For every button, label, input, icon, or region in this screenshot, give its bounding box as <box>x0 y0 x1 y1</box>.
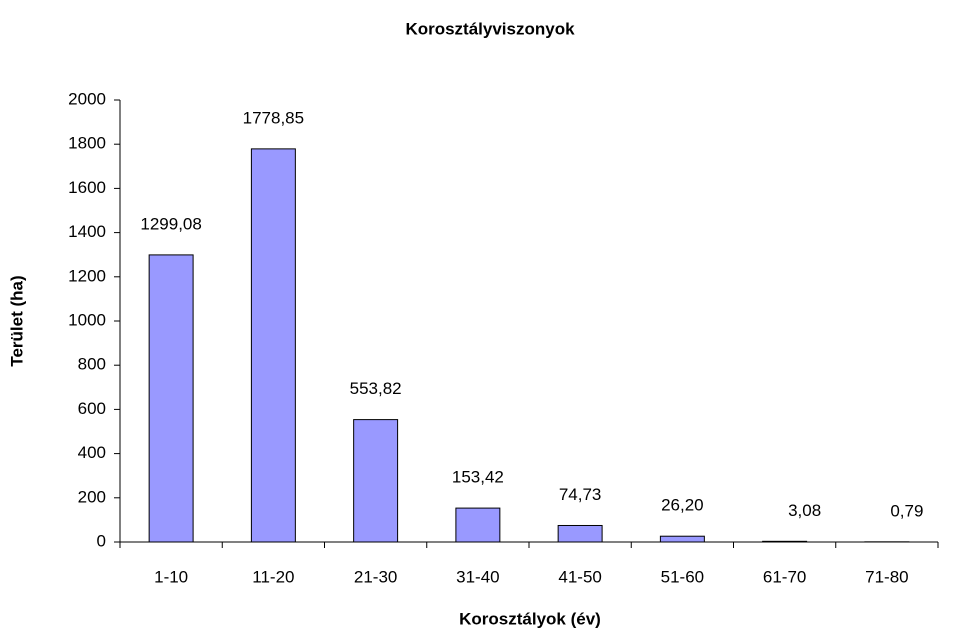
bar <box>557 524 603 543</box>
value-label: 0,79 <box>890 501 923 520</box>
y-tick-label: 1000 <box>68 310 106 329</box>
x-tick-label: 1-10 <box>154 567 188 586</box>
value-label: 26,20 <box>661 496 704 515</box>
bar <box>250 148 296 543</box>
x-tick-label: 21-30 <box>354 567 397 586</box>
x-tick-label: 51-60 <box>661 567 704 586</box>
bar <box>148 254 194 543</box>
y-tick-label: 1400 <box>68 222 106 241</box>
y-axis-label: Terület (ha) <box>7 275 26 366</box>
value-label: 1299,08 <box>140 214 201 233</box>
x-tick-label: 71-80 <box>865 567 908 586</box>
value-label: 553,82 <box>350 379 402 398</box>
x-tick-label: 31-40 <box>456 567 499 586</box>
value-label: 1778,85 <box>243 108 304 127</box>
value-label: 74,73 <box>559 485 602 504</box>
x-axis-label: Korosztályok (év) <box>459 609 601 628</box>
bar <box>455 507 501 543</box>
y-tick-label: 400 <box>78 443 106 462</box>
chart-title: Korosztályviszonyok <box>405 19 575 38</box>
x-tick-label: 61-70 <box>763 567 806 586</box>
x-tick-label: 11-20 <box>252 567 294 586</box>
y-tick-label: 0 <box>97 531 106 550</box>
bar <box>353 419 399 543</box>
y-tick-label: 800 <box>78 355 106 374</box>
y-tick-label: 2000 <box>68 89 106 108</box>
value-label: 153,42 <box>452 468 504 487</box>
y-tick-label: 1200 <box>68 266 106 285</box>
value-label: 3,08 <box>788 501 821 520</box>
y-tick-label: 1800 <box>68 134 106 153</box>
x-tick-label: 41-50 <box>558 567 601 586</box>
y-tick-label: 1600 <box>68 178 106 197</box>
bar <box>659 535 705 543</box>
y-tick-label: 600 <box>78 399 106 418</box>
y-tick-label: 200 <box>78 487 106 506</box>
